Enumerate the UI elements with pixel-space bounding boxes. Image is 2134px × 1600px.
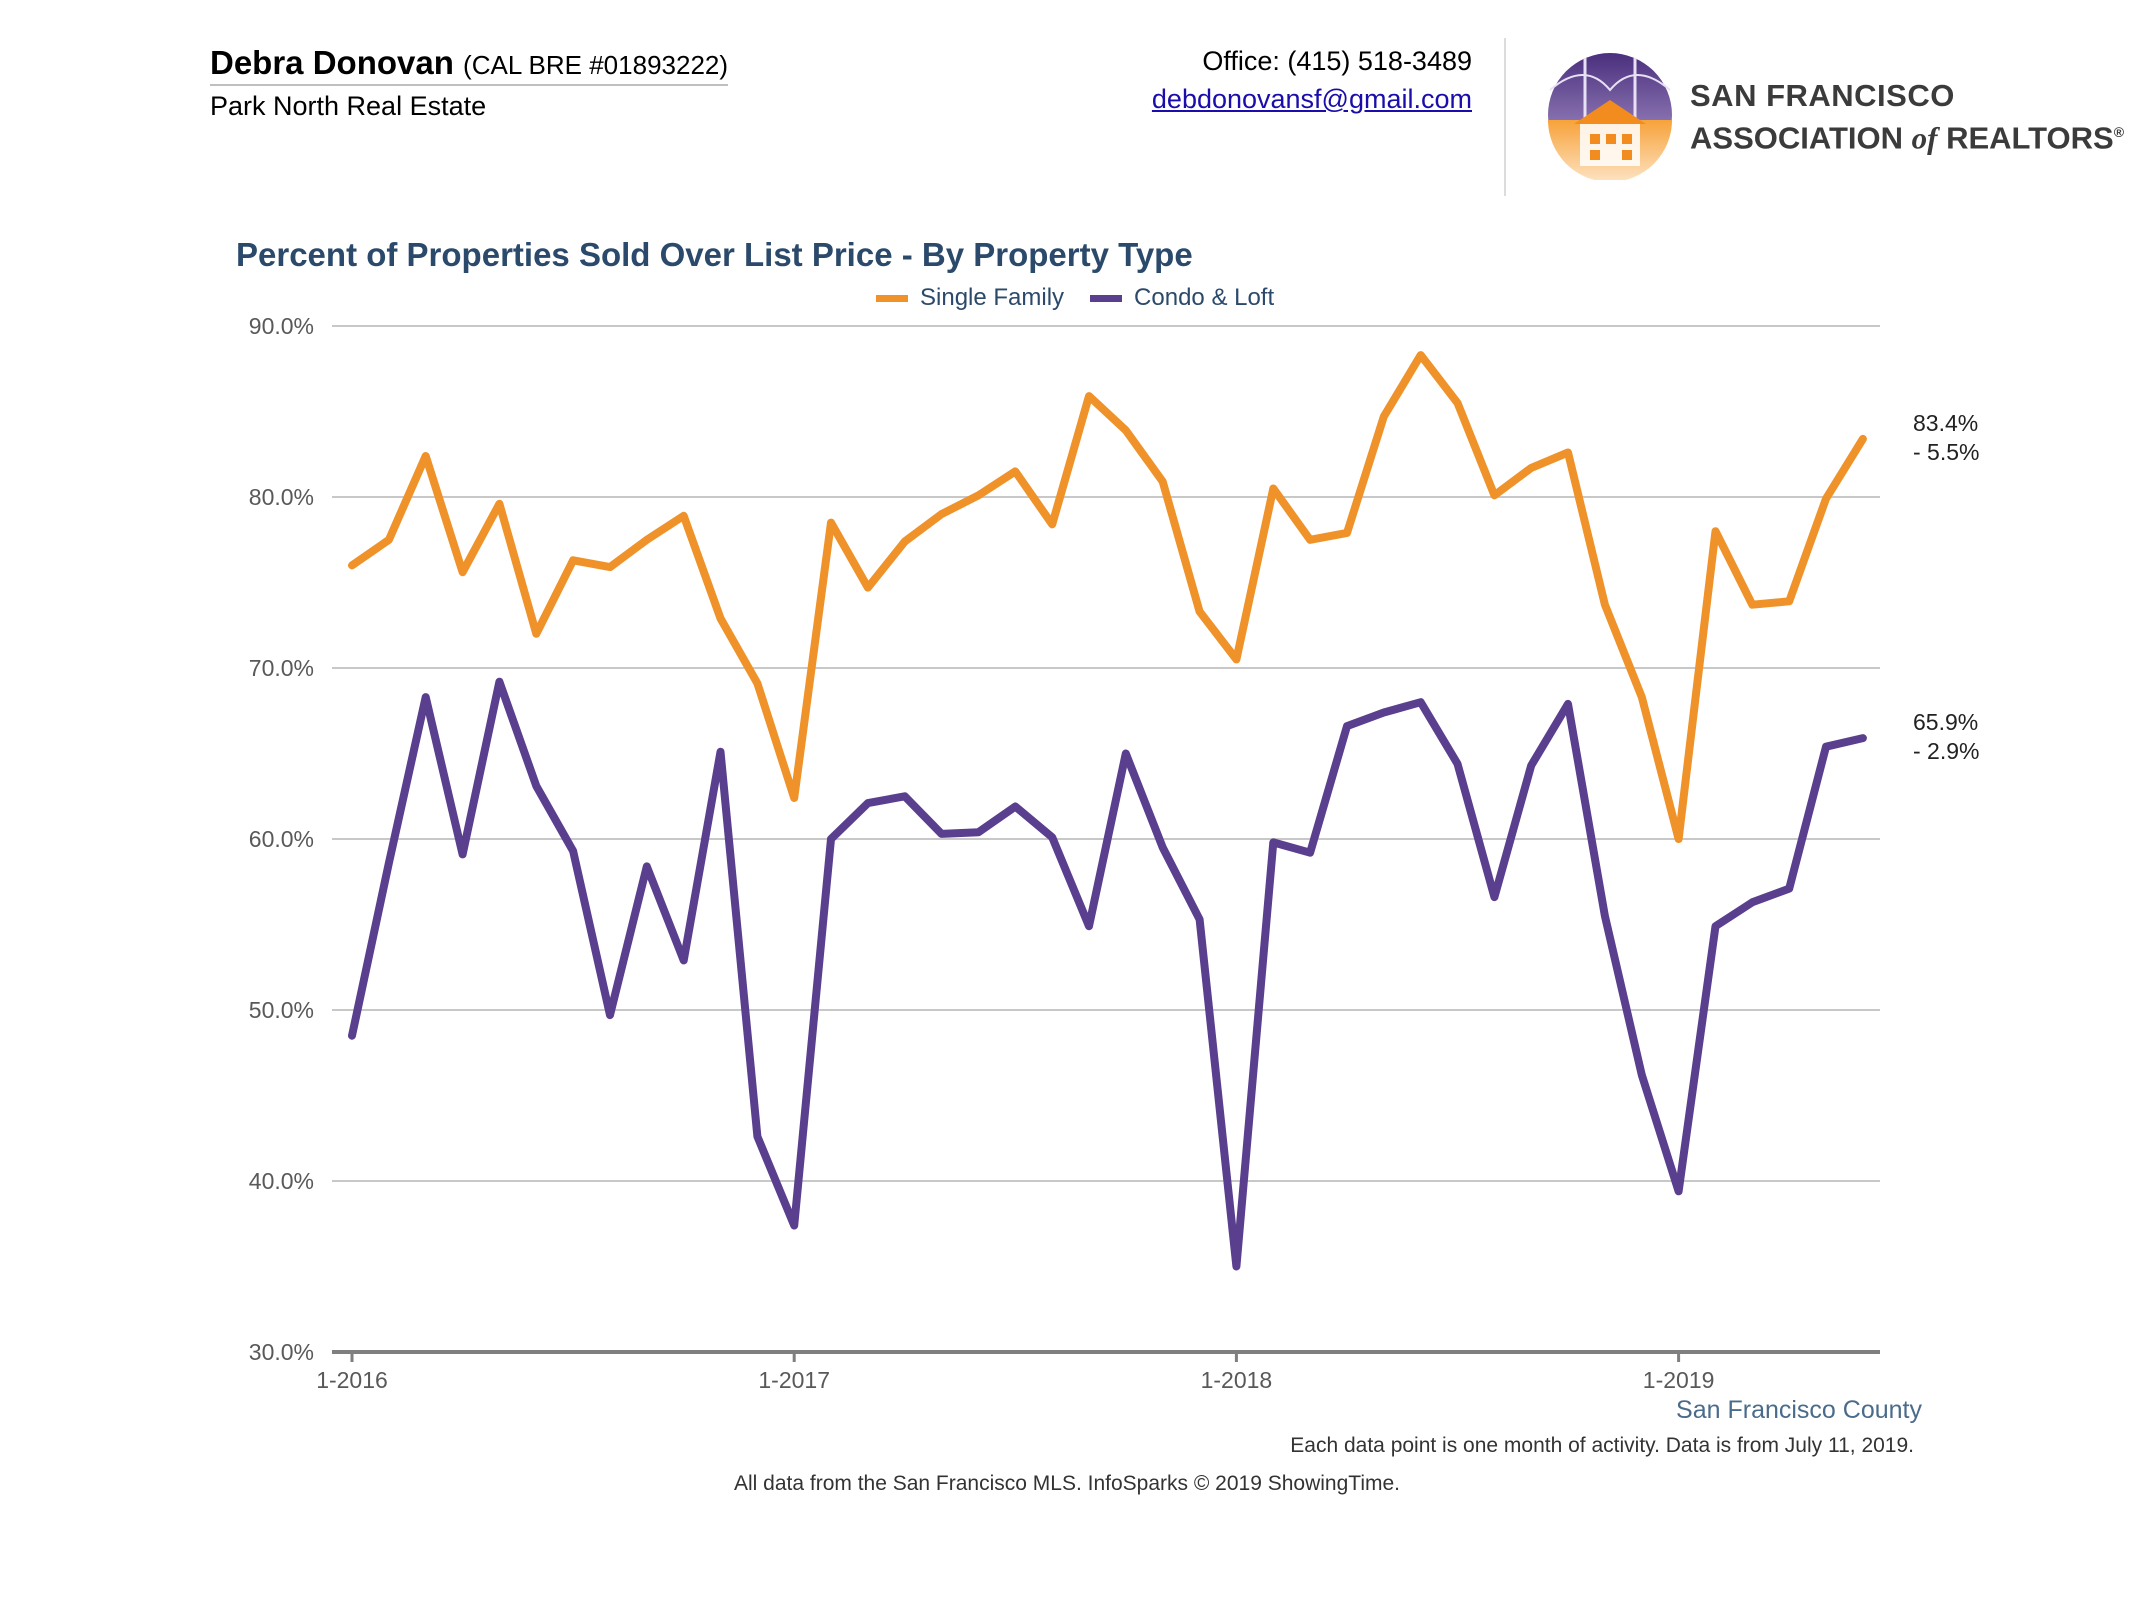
logo-line2-of: of — [1911, 120, 1938, 156]
legend-label-single-family: Single Family — [920, 284, 1065, 311]
y-tick-label: 60.0% — [249, 826, 314, 852]
x-tick-label: 1-2019 — [1643, 1367, 1715, 1393]
x-tick-label: 1-2018 — [1201, 1367, 1273, 1393]
legend-label-condo-loft: Condo & Loft — [1134, 284, 1275, 311]
y-tick-label: 50.0% — [249, 997, 314, 1023]
sfar-logo-icon — [1548, 53, 1672, 180]
y-tick-label: 90.0% — [249, 313, 314, 339]
logo-line2-association: ASSOCIATION — [1690, 120, 1903, 156]
logo-line2: ASSOCIATION of REALTORS® — [1690, 114, 2124, 156]
end-change-label: - 2.9% — [1913, 738, 1979, 764]
agent-company: Park North Real Estate — [210, 91, 487, 121]
agent-license: (CAL BRE #01893222) — [463, 50, 729, 80]
legend-item-single-family: Single Family — [876, 284, 1064, 312]
y-tick-label: 30.0% — [249, 1339, 314, 1365]
logo-registered: ® — [2113, 124, 2125, 140]
series-line-single-family — [348, 351, 1867, 843]
legend-swatch-single-family — [876, 294, 908, 302]
y-tick-label: 40.0% — [249, 1168, 314, 1194]
x-tick-label: 1-2017 — [758, 1367, 830, 1393]
legend-item-condo-loft: Condo & Loft — [1090, 284, 1274, 312]
office-phone: Office: (415) 518-3489 — [1202, 46, 1472, 76]
agent-name: Debra Donovan — [210, 44, 454, 81]
x-tick-label: 1-2016 — [316, 1367, 388, 1393]
header: Debra Donovan (CAL BRE #01893222) Park N… — [0, 0, 2134, 200]
chart-legend: Single Family Condo & Loft — [876, 284, 1300, 312]
agent-name-block: Debra Donovan (CAL BRE #01893222) — [210, 44, 728, 82]
series-line-condo-loft — [348, 677, 1867, 1271]
email-link[interactable]: debdonovansf@gmail.com — [1151, 84, 1472, 114]
end-change-label: - 5.5% — [1913, 439, 1979, 465]
end-value-label: 83.4% — [1913, 410, 1978, 436]
data-note: Each data point is one month of activity… — [1290, 1434, 1914, 1457]
y-tick-label: 70.0% — [249, 655, 314, 681]
chart-title: Percent of Properties Sold Over List Pri… — [236, 236, 1193, 273]
y-tick-label: 80.0% — [249, 484, 314, 510]
legend-swatch-condo-loft — [1090, 294, 1123, 302]
end-value-label: 65.9% — [1913, 709, 1978, 735]
logo-line1: SAN FRANCISCO — [1690, 78, 1955, 113]
agent-underline — [210, 84, 728, 86]
sfar-logo-text: SAN FRANCISCO ASSOCIATION of REALTORS® — [1690, 78, 2124, 156]
county-label: San Francisco County — [1676, 1396, 1922, 1424]
data-source: All data from the San Francisco MLS. Inf… — [733, 1472, 1400, 1495]
header-divider — [1504, 38, 1506, 196]
logo-line2-realtors: REALTORS — [1946, 120, 2114, 156]
